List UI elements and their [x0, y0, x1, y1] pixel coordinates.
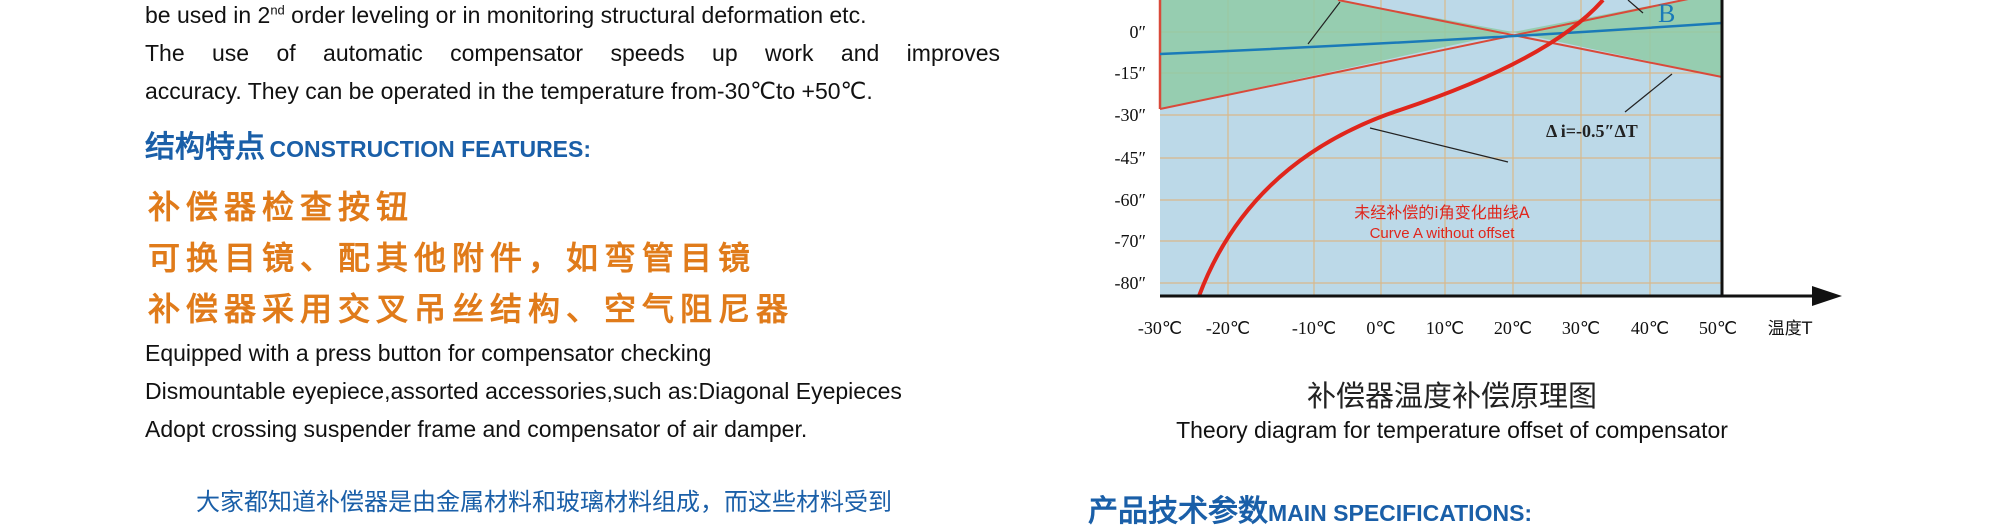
feature-en: Equipped with a press button for compens…: [145, 340, 712, 366]
x-label: 温度T: [1768, 319, 1813, 339]
label: B: [1658, 0, 1675, 28]
label: 未经补偿的i角变化曲线A: [1354, 203, 1529, 222]
heading-en: CONSTRUCTION FEATURES:: [269, 136, 592, 162]
label: Δ i=-0.5″ΔT: [1546, 121, 1638, 141]
y-labels: 0″ -15″ -30″ -45″ -60″ -70″ -80″: [1115, 22, 1147, 293]
page: be used in 2nd order leveling or in moni…: [145, 0, 1842, 528]
x-labels: -30℃ -20℃ -10℃ 0℃ 10℃ 20℃ 30℃ 40℃ 50℃ 温度…: [1138, 318, 1813, 339]
arrow: [1812, 286, 1842, 306]
y-label: -60″: [1115, 190, 1147, 210]
y-label: -70″: [1115, 231, 1147, 251]
y-label: 0″: [1130, 22, 1147, 42]
x-label: 0℃: [1366, 318, 1395, 338]
wedge: [1513, 0, 1722, 77]
x-label: 20℃: [1494, 318, 1532, 338]
y-label: -30″: [1115, 105, 1147, 125]
curve-b: [1159, 21, 1723, 56]
x-label: -30℃: [1138, 318, 1182, 338]
y-label: -80″: [1115, 273, 1147, 293]
caption-en: Theory diagram for temperature offset of…: [1176, 417, 1728, 443]
feature-cn: 补偿器采用交叉吊丝结构、空气阻尼器: [148, 290, 795, 328]
wedge: [1160, 0, 1513, 109]
feature-en: Adopt crossing suspender frame and compe…: [145, 416, 808, 442]
y-label: -15″: [1115, 63, 1147, 83]
feature-cn: 补偿器检查按钮: [148, 188, 415, 226]
text: order leveling or in monitoring structur…: [284, 2, 867, 28]
diagram: B Δ i=-0.5″ΔT 未经补偿的i角变化曲线A Curve A witho…: [1115, 0, 1842, 443]
x-label: -10℃: [1292, 318, 1336, 338]
intro-line: accuracy. They can be operated in the te…: [145, 78, 873, 104]
text: be used in 2: [145, 2, 271, 28]
text: nd: [270, 2, 285, 18]
curve-a: [1197, 0, 1605, 297]
feature-cn: 可换目镜、配其他附件，如弯管目镜: [148, 239, 757, 277]
caption-cn: 补偿器温度补偿原理图: [1307, 379, 1597, 413]
x-label: 10℃: [1426, 318, 1464, 338]
heading-cn: 结构特点: [145, 131, 265, 164]
pointers: [1307, 0, 1673, 163]
x-label: 30℃: [1562, 318, 1600, 338]
x-label: -20℃: [1206, 318, 1250, 338]
label: Curve A without offset: [1370, 225, 1516, 242]
intro-line: be used in 2nd order leveling or in moni…: [145, 2, 866, 29]
intro-line: The use of automatic compensator speeds …: [145, 40, 1000, 66]
x-label: 40℃: [1631, 318, 1669, 338]
feature-en: Dismountable eyepiece,assorted accessori…: [145, 378, 902, 404]
y-label: -45″: [1115, 148, 1147, 168]
x-label: 50℃: [1699, 318, 1737, 338]
heading: 结构特点 CONSTRUCTION FEATURES:: [145, 122, 591, 166]
red-line: [1337, 0, 1723, 78]
red-line: [1159, 0, 1689, 110]
